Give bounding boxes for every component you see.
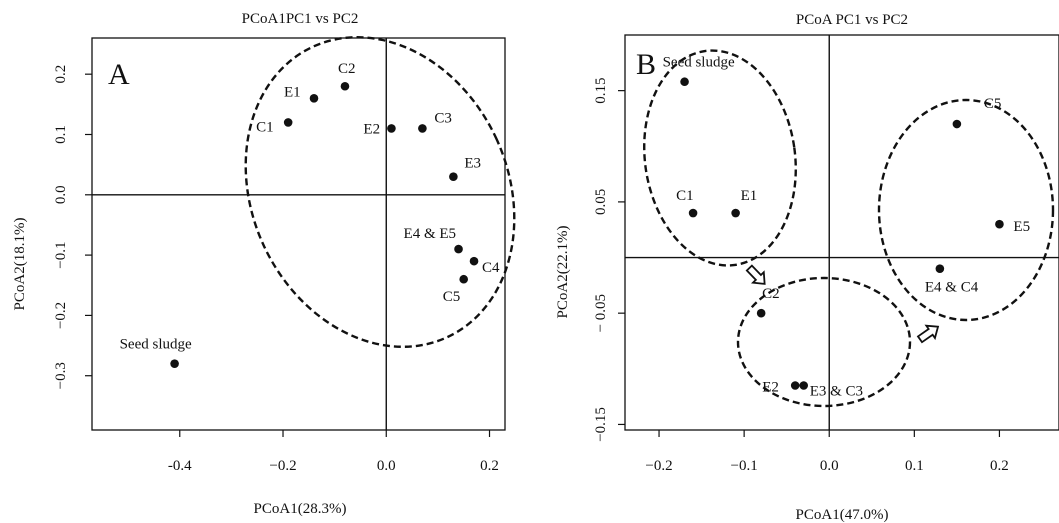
panel-b-y-tick-label: −0.15 <box>593 407 609 442</box>
panel-b-x-axis-label: PCoA1(47.0%) <box>796 507 889 523</box>
panel-a-x-tick-label: -0.4 <box>168 458 192 474</box>
panel-b: PCoA PC1 vs PC2 B PCoA1(47.0%) PCoA2(22.… <box>555 12 1059 523</box>
panel-b-point-c2 <box>756 308 766 318</box>
panel-a-point-label-e4-e5: E4 & E5 <box>404 226 457 242</box>
panel-a-x-axis-label: PCoA1(28.3%) <box>254 501 347 517</box>
panel-a-title: PCoA1PC1 vs PC2 <box>242 11 359 27</box>
panel-b-y-axis-label: PCoA2(22.1%) <box>555 226 571 319</box>
panel-a-point-label-e3: E3 <box>464 156 481 172</box>
panel-b-y-tick-label: 0.05 <box>593 189 609 215</box>
panel-a-point-c1 <box>283 118 293 127</box>
panel-b-point-c1 <box>688 208 698 218</box>
panel-b-point-label-e2: E2 <box>762 379 779 395</box>
panel-a-point-e1 <box>309 94 319 103</box>
panel-b-point-label-e5: E5 <box>1013 219 1030 235</box>
panel-a-point-c5 <box>459 274 469 284</box>
panel-a-x-tick-label: −0.2 <box>269 458 296 474</box>
panel-a-y-tick-label: 0.1 <box>53 125 69 144</box>
panel-b-point-label-seed-sludge: Seed sludge <box>663 55 735 71</box>
panel-a-points: C1 E1 C2 E2 C3 E3 E4 & E5 C4 C5 Seed sludge <box>120 61 500 368</box>
panel-b-point-e1 <box>731 208 740 218</box>
panel-b-title: PCoA PC1 vs PC2 <box>796 12 908 28</box>
panel-b-point-e5 <box>995 219 1004 229</box>
panel-b-y-tick-label: 0.15 <box>593 78 609 104</box>
panel-b-x-tick-label: 0.2 <box>990 458 1009 474</box>
panel-a-point-e3 <box>449 172 458 182</box>
panel-a-y-axis-label: PCoA2(18.1%) <box>12 218 28 311</box>
panel-b-point-label-e1: E1 <box>741 188 758 204</box>
panel-a-point-c2 <box>340 81 350 91</box>
panel-a-y-tick-label: −0.3 <box>53 362 69 389</box>
panel-b-cluster-ellipse-1 <box>643 49 797 267</box>
panel-b-point-e2 <box>790 381 800 390</box>
panel-a-point-e4-e5 <box>454 244 463 254</box>
panel-b-point-e4-c4 <box>935 264 945 273</box>
panel-a-letter: A <box>108 58 130 91</box>
panel-b-x-tick-label: −0.1 <box>731 458 758 474</box>
panel-a-point-label-c2: C2 <box>338 61 356 77</box>
panel-b-x-ticks: −0.2 −0.1 0.0 0.1 0.2 <box>645 430 1009 474</box>
panel-b-cluster-ellipse-3 <box>877 98 1055 322</box>
panel-b-x-tick-label: 0.1 <box>905 458 924 474</box>
panel-a-point-c4 <box>469 256 479 266</box>
panel-a-plot-frame <box>91 37 506 431</box>
panel-a-point-label-c3: C3 <box>434 110 452 126</box>
panel-a-x-tick-label: 0.2 <box>480 458 499 474</box>
panel-b-point-seed-sludge <box>680 77 689 87</box>
panel-b-transition-arrow-1 <box>745 264 766 285</box>
panel-a-point-c3 <box>418 124 427 133</box>
panel-a: PCoA1PC1 vs PC2 A PCoA1(28.3%) PCoA2(18.… <box>12 11 516 517</box>
panel-a-point-label-seed-sludge: Seed sludge <box>120 337 192 353</box>
panel-b-point-label-e3-c3: E3 & C3 <box>810 383 863 399</box>
panel-b-x-tick-label: 0.0 <box>820 458 839 474</box>
panel-a-point-label-c4: C4 <box>482 260 500 276</box>
panel-b-point-label-c1: C1 <box>676 188 694 204</box>
panel-a-y-tick-label: 0.2 <box>53 65 69 84</box>
panel-b-y-tick-label: − 0.05 <box>593 294 609 332</box>
panel-b-x-tick-label: −0.2 <box>645 458 672 474</box>
panel-b-letter: B <box>636 48 656 81</box>
panel-a-point-e2 <box>387 124 396 133</box>
panel-a-point-label-e1: E1 <box>284 84 301 100</box>
panel-a-point-seed-sludge <box>170 359 179 368</box>
panel-b-point-e3-c3 <box>799 381 809 390</box>
panel-b-point-c5 <box>952 119 962 129</box>
panel-a-y-tick-label: −0.1 <box>53 241 69 268</box>
panel-b-transition-arrow-2 <box>916 324 940 344</box>
panel-a-point-label-c1: C1 <box>256 119 274 135</box>
panel-a-x-ticks: -0.4 −0.2 0.0 0.2 <box>168 430 499 474</box>
panel-b-point-label-e4-c4: E4 & C4 <box>925 280 979 296</box>
panel-a-cluster-ellipse-1 <box>244 36 516 348</box>
panel-b-plot-frame <box>624 34 1059 431</box>
panel-a-y-ticks: −0.3 −0.2 −0.1 0.0 0.1 0.2 <box>53 65 92 389</box>
panel-a-point-label-e2: E2 <box>363 121 380 137</box>
panel-b-y-ticks: −0.15 − 0.05 0.05 0.15 <box>593 78 625 442</box>
panel-a-y-tick-label: −0.2 <box>53 302 69 329</box>
panel-a-y-tick-label: 0.0 <box>53 185 69 204</box>
panel-a-point-label-c5: C5 <box>443 289 461 305</box>
panel-a-x-tick-label: 0.0 <box>377 458 396 474</box>
panel-b-cluster-ellipse-2 <box>736 276 912 408</box>
